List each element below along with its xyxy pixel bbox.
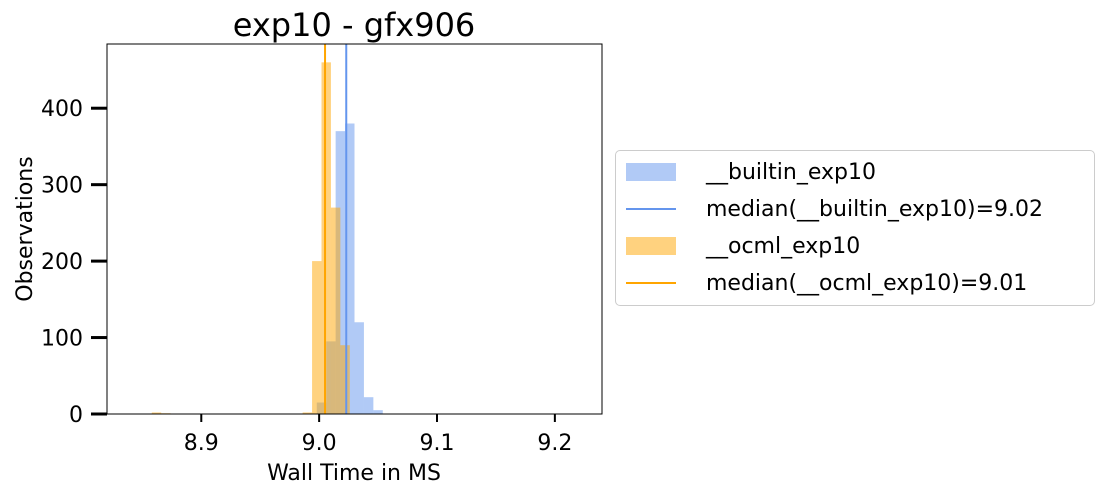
legend-label: median(__builtin_exp10)=9.02 <box>706 196 1043 222</box>
histogram-bar <box>340 345 350 414</box>
chart-legend: __builtin_exp10 median(__builtin_exp10)=… <box>615 150 1095 306</box>
legend-item-ocml: __ocml_exp10 <box>626 229 860 263</box>
plot-frame <box>106 43 603 415</box>
histogram-bar <box>330 207 341 414</box>
y-tick-label: 200 <box>41 250 83 275</box>
y-tick-label: 100 <box>41 327 83 352</box>
legend-swatch-ocml <box>626 237 676 255</box>
legend-label: median(__ocml_exp10)=9.01 <box>706 270 1028 296</box>
histogram-bar <box>363 397 374 414</box>
histogram-bar <box>321 62 331 414</box>
x-tick-label: 9.2 <box>537 431 572 456</box>
plot-area <box>151 44 383 415</box>
legend-line-ocml-median <box>626 282 676 284</box>
y-tick-label: 300 <box>41 174 83 199</box>
histogram-bar <box>354 322 364 414</box>
series-1 <box>151 62 350 414</box>
histogram-bar <box>345 123 355 414</box>
legend-item-builtin-median: median(__builtin_exp10)=9.02 <box>626 192 1043 226</box>
histogram-bar <box>302 412 313 414</box>
y-axis-label: Observations <box>13 156 38 301</box>
legend-label: __builtin_exp10 <box>706 159 876 185</box>
y-axis: 0 100 200 300 400 <box>41 97 107 428</box>
x-tick-label: 9.0 <box>302 431 337 456</box>
x-tick-label: 9.1 <box>420 431 455 456</box>
x-axis-label: Wall Time in MS <box>267 461 441 486</box>
histogram-bar <box>312 261 322 414</box>
histogram-bar <box>151 412 162 414</box>
x-axis: 8.9 9.0 9.1 9.2 <box>184 414 572 456</box>
legend-swatch-builtin <box>626 163 676 181</box>
legend-line-builtin-median <box>626 208 676 210</box>
legend-item-builtin: __builtin_exp10 <box>626 155 876 189</box>
y-tick-label: 0 <box>69 403 83 428</box>
legend-label: __ocml_exp10 <box>706 233 861 259</box>
histogram-bar <box>373 410 383 414</box>
x-tick-label: 8.9 <box>184 431 219 456</box>
chart-title: exp10 - gfx906 <box>233 6 476 44</box>
legend-item-ocml-median: median(__ocml_exp10)=9.01 <box>626 266 1027 300</box>
y-tick-label: 400 <box>41 97 83 122</box>
